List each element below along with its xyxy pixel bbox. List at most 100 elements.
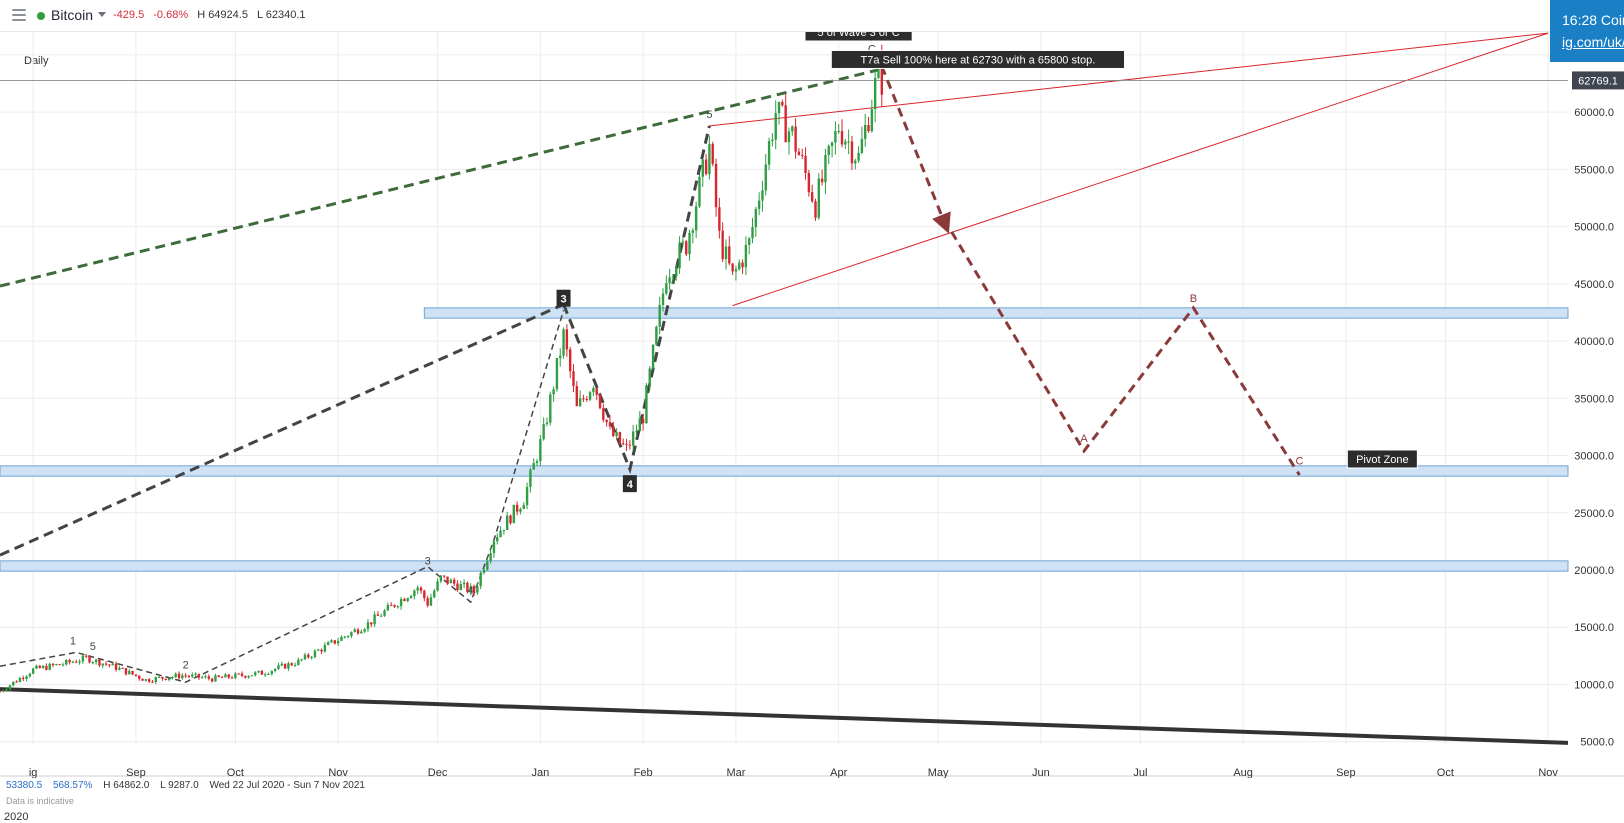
y-tick-label: 25000.0 [1574, 508, 1614, 520]
candle-body [181, 675, 184, 679]
candle-body [307, 654, 310, 658]
range-low: L 9287.0 [160, 780, 199, 791]
candle-body [373, 614, 376, 625]
candle-body [75, 661, 78, 663]
candle-body [635, 431, 638, 433]
candle-body [84, 655, 88, 657]
wave-labels: 1 5 2 3 4 3 4 5 C A B C 5 of Wave 3 or C T7a Sell 100… [70, 32, 1418, 671]
candle-body [88, 656, 91, 663]
candle-body [535, 461, 539, 464]
candle-body [5, 689, 8, 691]
candle-body [363, 629, 366, 632]
support-zone [423, 307, 1569, 319]
candle-body [476, 586, 479, 593]
price-chart[interactable]: 1 5 2 3 4 3 4 5 C A B C 5 of Wave 3 or C T7a Sell 100… [0, 32, 1624, 778]
candle-body [31, 668, 35, 674]
candle-body [698, 176, 701, 207]
x-tick-label: Jun [1032, 767, 1050, 778]
candle-body [386, 604, 390, 611]
candle-body [78, 661, 81, 663]
candle-body [844, 141, 847, 145]
candle-body [423, 590, 426, 599]
candle-body [81, 655, 85, 662]
y-tick-label: 5000.0 [1580, 737, 1614, 749]
candle-body [529, 469, 532, 487]
candle-body [38, 665, 41, 669]
candle-body [25, 676, 28, 679]
support-zone [0, 465, 1569, 477]
candle-body [724, 246, 728, 260]
candle-body [456, 583, 459, 591]
candle-body [71, 661, 75, 663]
candle-body [171, 676, 174, 679]
wave-label: A [1080, 433, 1088, 445]
candle-body [68, 659, 71, 663]
candle-body [22, 677, 25, 679]
candle-body [403, 599, 406, 602]
candle-body [191, 674, 194, 677]
candle-body [157, 676, 161, 678]
candle-body [237, 673, 240, 675]
instrument-name[interactable]: Bitcoin [51, 7, 94, 23]
candle-body [147, 679, 151, 682]
candle-body [668, 277, 671, 284]
candle-body [479, 572, 482, 587]
candle-body [757, 200, 761, 209]
candle-body [154, 677, 158, 683]
candle-body [824, 154, 827, 183]
candle-body [58, 664, 61, 666]
candle-body [370, 622, 373, 625]
annotation-label: T7a Sell 100% here at 62730 with a 65800… [861, 54, 1096, 66]
candle-body [224, 674, 227, 678]
candle-body [588, 392, 592, 400]
support-zones [0, 307, 1569, 572]
candle-body [532, 463, 535, 470]
candle-body [264, 674, 267, 676]
candle-body [572, 371, 575, 387]
brand-time: 16:28 Coir [1562, 12, 1624, 28]
hamburger-menu-icon[interactable] [12, 9, 26, 21]
candle-body [273, 668, 277, 671]
x-tick-label: Feb [634, 767, 653, 778]
candle-body [880, 58, 883, 95]
data-disclaimer: Data is indicative [6, 796, 75, 806]
candle-body [257, 670, 260, 673]
candle-body [631, 431, 635, 446]
candle-body [489, 553, 492, 561]
candle-body [847, 141, 850, 143]
candle-body [45, 665, 48, 670]
wave-label: 2 [183, 659, 189, 671]
candle-body [817, 178, 821, 218]
candle-body [469, 586, 472, 592]
long-trend-line [0, 687, 1569, 745]
price-change: -429.5 [113, 9, 145, 21]
candle-body [539, 439, 542, 462]
candle-body [675, 268, 678, 277]
wave-label: 3 [425, 555, 431, 567]
candle-body [280, 663, 283, 666]
candle-body [738, 262, 741, 270]
y-tick-label: 45000.0 [1574, 279, 1614, 291]
y-tick-label: 60000.0 [1574, 107, 1614, 119]
candle-body [678, 242, 681, 269]
candle-body [515, 504, 519, 512]
projection-path [880, 65, 1301, 476]
candles [0, 44, 883, 693]
candle-body [777, 101, 781, 114]
chevron-down-icon[interactable] [98, 12, 106, 17]
range-high: H 64862.0 [103, 780, 150, 791]
candle-body [2, 690, 5, 692]
candle-body [582, 398, 585, 400]
candle-body [111, 663, 114, 666]
candle-body [254, 672, 257, 676]
candle-body [12, 681, 15, 686]
y-tick-label: 20000.0 [1574, 565, 1614, 577]
price-change-pct: -0.68% [153, 9, 189, 21]
candle-body [177, 673, 181, 679]
candle-body [333, 640, 337, 644]
candle-body [323, 645, 327, 652]
quote-summary: -429.5 -0.68% H 64924.5 L 62340.1 [113, 9, 312, 21]
candle-body [230, 677, 234, 679]
candle-body [144, 679, 148, 681]
brand-link[interactable]: ig.com/uk/ [1562, 34, 1624, 50]
